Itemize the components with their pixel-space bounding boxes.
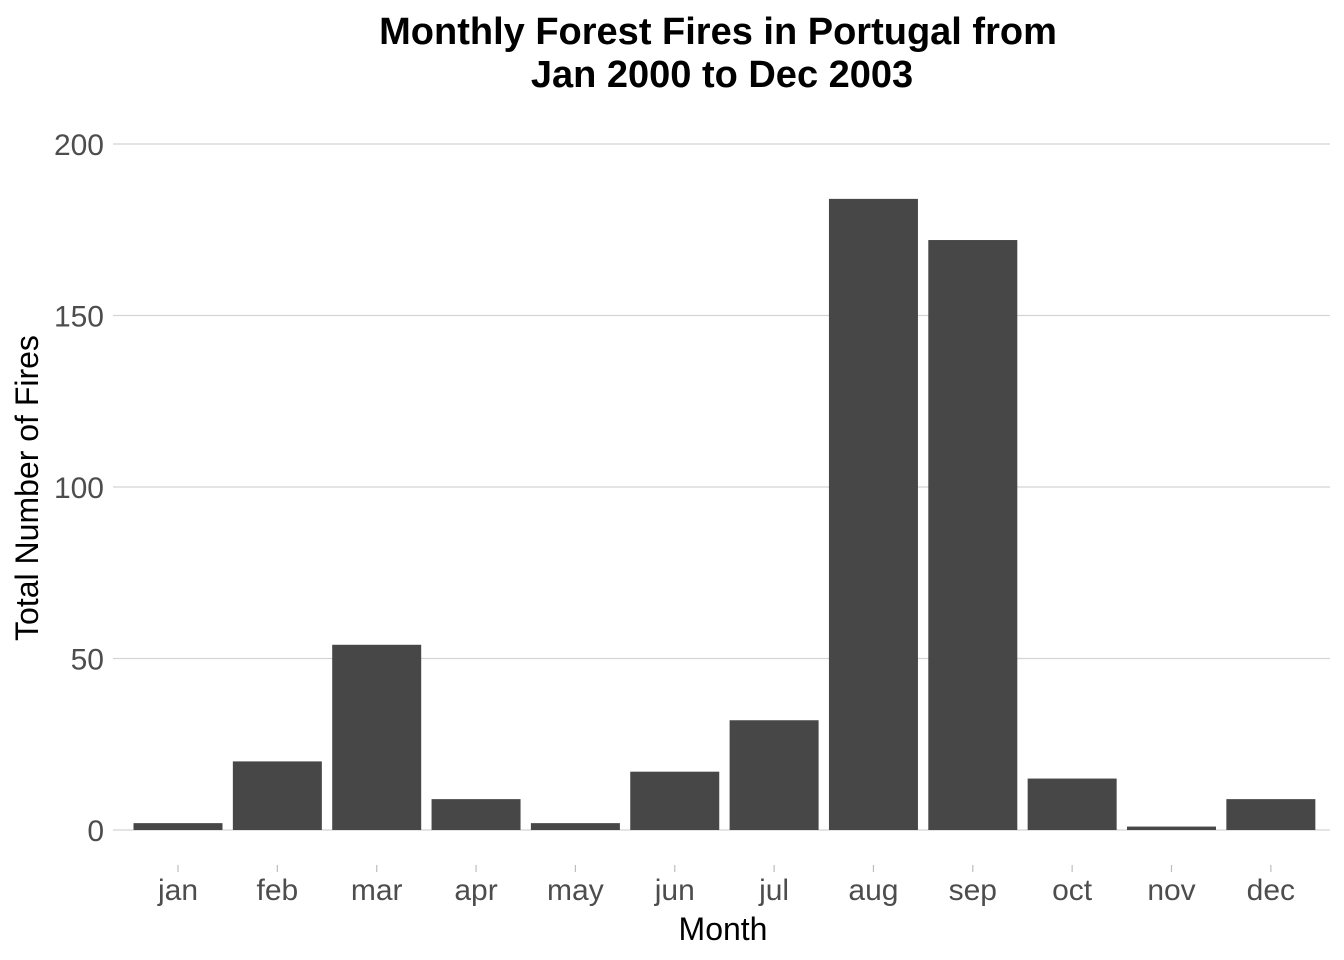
x-tick-label-may: may <box>547 874 604 907</box>
bar-may <box>530 823 620 830</box>
bar-mar <box>332 644 422 830</box>
bar-sep <box>928 240 1018 831</box>
x-tick-label-sep: sep <box>949 874 997 907</box>
y-tick-label: 100 <box>54 472 104 505</box>
chart-title-line-2: Jan 2000 to Dec 2003 <box>531 54 913 96</box>
bar-feb <box>232 761 322 830</box>
gridlines <box>113 143 1330 831</box>
x-tick-label-dec: dec <box>1247 874 1295 907</box>
chart-title-line-1: Monthly Forest Fires in Portugal from <box>379 11 1057 53</box>
x-tick-label-jan: jan <box>157 874 198 907</box>
bar-jan <box>133 823 223 830</box>
y-tick-label: 50 <box>71 644 104 677</box>
bar-aug <box>828 198 918 830</box>
y-tick-label: 200 <box>54 129 104 162</box>
y-axis-tick-labels: 0 50 100 150 200 <box>54 129 104 848</box>
x-axis-ticks: jan feb mar apr may jun jul aug sep oct nov dec <box>157 865 1295 907</box>
x-tick-label-oct: oct <box>1052 874 1093 907</box>
x-tick-label-nov: nov <box>1147 874 1195 907</box>
x-tick-label-jul: jul <box>758 874 789 907</box>
x-tick-label-mar: mar <box>351 874 403 907</box>
x-tick-label-feb: feb <box>256 874 298 907</box>
bar-apr <box>431 799 521 830</box>
bar-jul <box>729 720 819 830</box>
x-axis-label: Month <box>679 911 768 947</box>
x-tick-label-apr: apr <box>454 874 497 907</box>
y-tick-label: 150 <box>54 301 104 334</box>
x-tick-label-aug: aug <box>848 874 898 907</box>
bar-oct <box>1027 778 1117 830</box>
bars <box>133 198 1316 831</box>
bar-jun <box>630 771 720 830</box>
x-tick-label-jun: jun <box>654 874 695 907</box>
y-tick-label: 0 <box>87 815 104 848</box>
chart-title: Monthly Forest Fires in Portugal from Ja… <box>379 11 1057 96</box>
bar-dec <box>1226 799 1316 830</box>
bar-nov <box>1127 826 1216 830</box>
y-axis-label: Total Number of Fires <box>9 335 45 641</box>
